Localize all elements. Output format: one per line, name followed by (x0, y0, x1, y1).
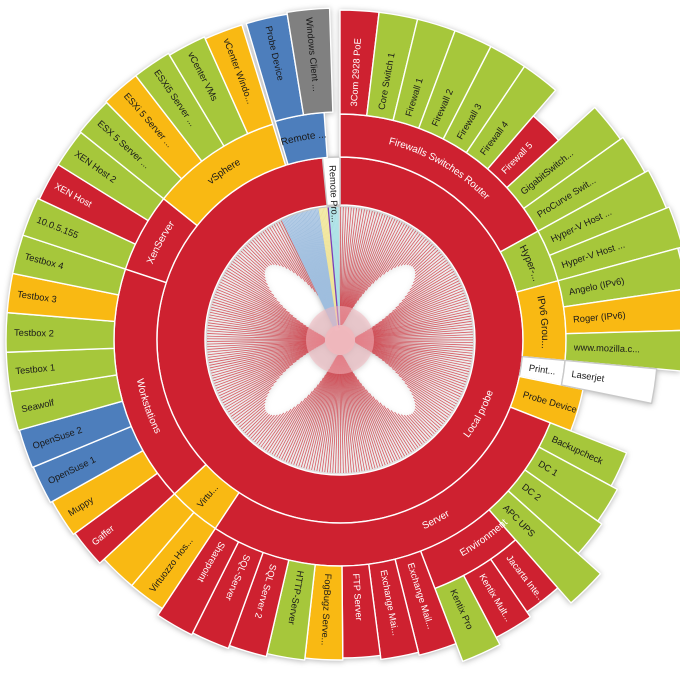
segment-label-ftp-server: FTP Server (351, 573, 364, 621)
segment-label-testbox-2: Testbox 2 (14, 328, 54, 339)
sunburst-segment-vcenter-windows[interactable] (204, 24, 274, 135)
segment-label-www-mozilla: www.mozilla.c... (573, 342, 640, 354)
segment-label-remote-probe: Remote Pro... (327, 165, 339, 223)
sunburst-segment-remote-probe[interactable] (321, 156, 341, 207)
segment-label-roger-ipv6: Roger (IPv6) (573, 310, 626, 325)
segment-label-laserjet: Laserjet (571, 369, 606, 384)
sunburst-segment-windows-client[interactable] (286, 7, 334, 116)
sensor-disc (207, 206, 474, 474)
segment-label-testbox-1: Testbox 1 (15, 362, 56, 376)
segment-label-3com-2928-poe: 3Com 2928 PoE (349, 38, 363, 107)
segment-label-group-printer: Print... (528, 363, 556, 377)
sunburst-segment-apc-ups[interactable] (488, 490, 602, 604)
sunburst-segment-laserjet[interactable] (560, 359, 658, 405)
segment-label-fogbugz-server: FogBugz Serve... (320, 573, 334, 645)
